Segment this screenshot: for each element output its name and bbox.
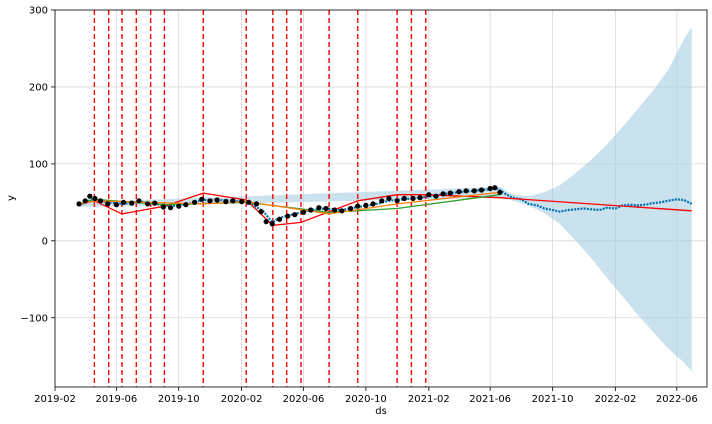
observed-point [136, 198, 142, 204]
observed-point [386, 195, 392, 202]
y-tick-label: 100 [29, 159, 48, 170]
observed-point [355, 203, 361, 209]
observed-point [92, 195, 98, 202]
observed-point [300, 209, 307, 215]
observed-point [120, 199, 127, 205]
observed-point [332, 207, 338, 213]
observed-point [394, 198, 400, 204]
observed-point [113, 202, 119, 208]
observed-point [176, 203, 182, 209]
plot-frame [54, 9, 708, 388]
observed-point [401, 195, 407, 202]
observed-point [207, 198, 213, 204]
observed-point [87, 193, 93, 199]
x-tick-label: 2020-10 [345, 394, 387, 405]
observed-point [433, 193, 439, 199]
observed-point [370, 201, 376, 207]
observed-point [379, 198, 385, 204]
observed-point [363, 202, 369, 208]
y-tick-label: 300 [29, 6, 48, 17]
observed-point [447, 190, 453, 196]
observed-point [316, 205, 322, 211]
observed-point [276, 216, 283, 222]
observed-point [152, 200, 158, 206]
observed-point [168, 205, 174, 211]
x-tick-label: 2020-06 [283, 394, 325, 405]
observed-point [471, 188, 477, 194]
x-tick-label: 2022-06 [656, 394, 698, 405]
observed-point [253, 201, 260, 207]
observed-point [160, 204, 166, 210]
observed-point [192, 199, 198, 205]
x-axis-label: ds [375, 406, 387, 417]
uncertainty-band [79, 26, 692, 372]
observed-point [129, 200, 135, 206]
x-tick-label: 2019-02 [34, 394, 76, 405]
observed-point [246, 199, 252, 205]
observed-point [199, 196, 205, 202]
x-tick-label: 2019-10 [158, 394, 200, 405]
y-tick-label: 0 [42, 236, 48, 247]
x-tick-label: 2021-10 [532, 394, 574, 405]
x-tick-label: 2022-02 [595, 394, 637, 405]
observed-point [239, 199, 245, 205]
y-tick-label: 200 [29, 82, 48, 93]
observed-point [497, 189, 503, 195]
observed-point [417, 195, 423, 201]
observed-point [440, 191, 446, 197]
observed-point [487, 185, 493, 192]
uncertainty-band-area [79, 26, 692, 372]
observed-point [308, 207, 314, 213]
observed-point [339, 208, 345, 214]
observed-point [76, 201, 82, 207]
observed-point [492, 185, 498, 191]
observed-point [258, 209, 264, 215]
observed-point [183, 202, 189, 208]
observed-point [214, 197, 220, 203]
observed-point [348, 205, 354, 212]
observed-point [230, 198, 236, 204]
observed-point [285, 213, 291, 219]
observed-point [82, 198, 88, 204]
observed-point [478, 187, 485, 193]
observed-point [97, 198, 104, 204]
observed-point [145, 201, 151, 207]
x-tick-label: 2021-02 [408, 394, 450, 405]
observed-point [105, 201, 111, 207]
observed-point [269, 221, 275, 227]
changepoints [93, 10, 427, 387]
x-tick-label: 2019-06 [95, 394, 137, 405]
ticks: 2019-02 2019-06 2019-10 2020-02 2020-06 2020-… [21, 6, 698, 406]
observed-point [463, 188, 469, 194]
observed-point [323, 205, 329, 212]
observed-point [456, 189, 462, 195]
x-tick-label: 2020-02 [221, 394, 263, 405]
observed-point [263, 219, 269, 225]
observed-point [223, 199, 229, 205]
x-tick-label: 2021-06 [469, 394, 511, 405]
y-tick-label: −100 [21, 313, 48, 324]
y-axis-label: y [6, 195, 17, 201]
observed-point [292, 212, 298, 218]
observed-point [410, 195, 416, 202]
observed-points [76, 185, 503, 227]
observed-point [426, 192, 432, 198]
